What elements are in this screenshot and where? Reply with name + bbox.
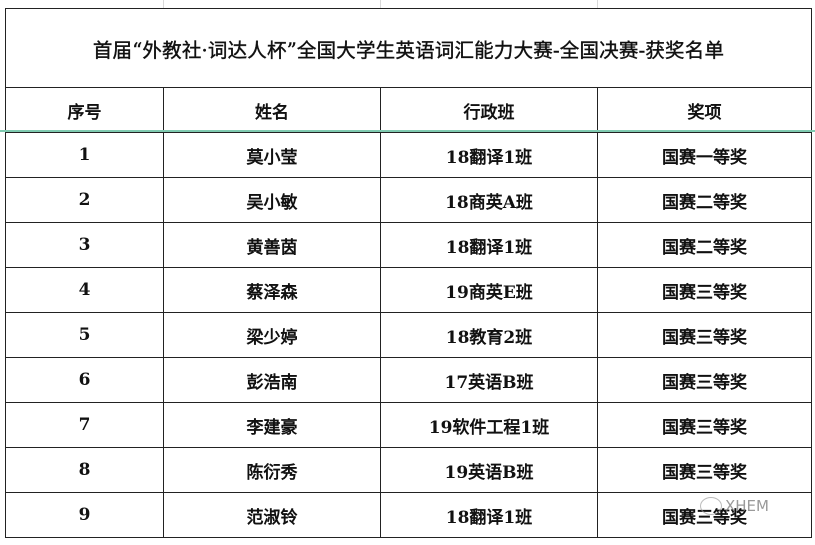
cell-class[interactable]: 18教育2班 [380, 312, 598, 358]
cell-name[interactable]: 陈衍秀 [163, 447, 381, 493]
cell-index[interactable]: 4 [5, 267, 164, 313]
cell-class[interactable]: 19英语B班 [380, 447, 598, 493]
header-cell-index[interactable]: 序号 [5, 87, 164, 133]
cell-award[interactable]: 国赛一等奖 [596, 132, 813, 178]
cell-class[interactable]: 18翻译1班 [380, 132, 598, 178]
cell-index[interactable]: 3 [5, 222, 164, 268]
cell-index[interactable]: 7 [5, 402, 164, 448]
cell-name[interactable]: 黄善茵 [163, 222, 381, 268]
cell-award[interactable]: 国赛二等奖 [596, 177, 813, 223]
table-row: 5 梁少婷 18教育2班 国赛三等奖 [5, 312, 813, 358]
cell-name[interactable]: 李建豪 [163, 402, 381, 448]
table-row: 4 蔡泽森 19商英E班 国赛三等奖 [5, 267, 813, 313]
cell-index[interactable]: 6 [5, 357, 164, 403]
cell-index[interactable]: 2 [5, 177, 164, 223]
cell-index[interactable]: 5 [5, 312, 164, 358]
cell-class[interactable]: 18商英A班 [380, 177, 598, 223]
cell-index[interactable]: 8 [5, 447, 164, 493]
table-row: 9 范淑铃 18翻译1班 国赛三等奖 [5, 492, 813, 538]
award-table: 首届“外教社·词达人杯”全国大学生英语词汇能力大赛-全国决赛-获奖名单 序号 姓… [4, 8, 813, 538]
cell-award[interactable]: 国赛三等奖 [596, 447, 813, 493]
cell-index[interactable]: 9 [5, 492, 164, 538]
cell-award[interactable]: 国赛二等奖 [596, 222, 813, 268]
cell-class[interactable]: 19商英E班 [380, 267, 598, 313]
table-row: 3 黄善茵 18翻译1班 国赛二等奖 [5, 222, 813, 268]
watermark-text: XHEM [725, 497, 769, 515]
watermark: XHEM [700, 497, 769, 515]
table-row: 6 彭浩南 17英语B班 国赛三等奖 [5, 357, 813, 403]
cell-index[interactable]: 1 [5, 132, 164, 178]
cell-award[interactable]: 国赛三等奖 [596, 402, 813, 448]
cell-award[interactable]: 国赛三等奖 [596, 357, 813, 403]
cell-class[interactable]: 18翻译1班 [380, 492, 598, 538]
cell-name[interactable]: 蔡泽森 [163, 267, 381, 313]
header-cell-class[interactable]: 行政班 [380, 87, 598, 133]
cell-name[interactable]: 范淑铃 [163, 492, 381, 538]
header-cell-name[interactable]: 姓名 [163, 87, 381, 133]
table-row: 2 吴小敏 18商英A班 国赛二等奖 [5, 177, 813, 223]
wechat-icon [700, 497, 722, 515]
cell-name[interactable]: 莫小莹 [163, 132, 381, 178]
cell-award[interactable]: 国赛三等奖 [596, 312, 813, 358]
cell-class[interactable]: 17英语B班 [380, 357, 598, 403]
gridline [380, 0, 381, 8]
table-row: 1 莫小莹 18翻译1班 国赛一等奖 [5, 132, 813, 178]
cell-award[interactable]: 国赛三等奖 [596, 267, 813, 313]
header-row: 序号 姓名 行政班 奖项 [5, 87, 813, 133]
cell-class[interactable]: 19软件工程1班 [380, 402, 598, 448]
header-cell-award[interactable]: 奖项 [596, 87, 813, 133]
cell-class[interactable]: 18翻译1班 [380, 222, 598, 268]
table-row: 8 陈衍秀 19英语B班 国赛三等奖 [5, 447, 813, 493]
selection-line [0, 130, 815, 132]
cell-name[interactable]: 吴小敏 [163, 177, 381, 223]
cell-name[interactable]: 梁少婷 [163, 312, 381, 358]
gridline [163, 0, 164, 8]
table-row: 7 李建豪 19软件工程1班 国赛三等奖 [5, 402, 813, 448]
table-title[interactable]: 首届“外教社·词达人杯”全国大学生英语词汇能力大赛-全国决赛-获奖名单 [4, 8, 813, 88]
cell-name[interactable]: 彭浩南 [163, 357, 381, 403]
gridline [597, 0, 598, 8]
